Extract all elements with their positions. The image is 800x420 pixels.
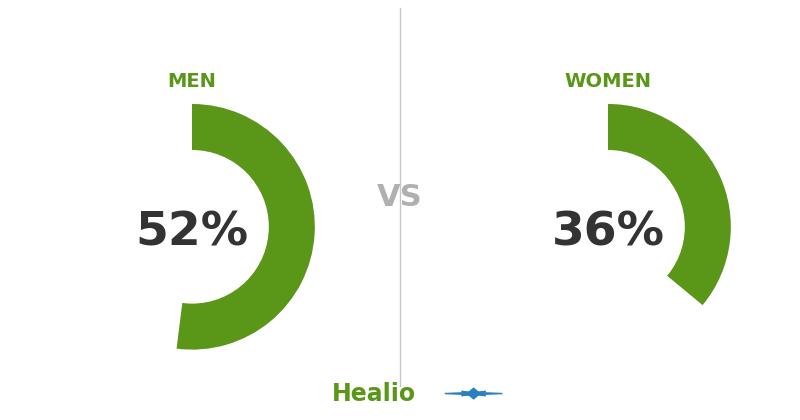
Circle shape xyxy=(116,151,268,303)
Polygon shape xyxy=(462,391,477,394)
Text: Proportion of patients with migraine who were managed by a specialist:: Proportion of patients with migraine who… xyxy=(20,25,787,44)
Polygon shape xyxy=(474,392,502,395)
Wedge shape xyxy=(608,104,730,305)
Text: VS: VS xyxy=(377,183,423,212)
Wedge shape xyxy=(177,104,314,349)
Polygon shape xyxy=(445,392,474,395)
Circle shape xyxy=(532,151,684,303)
Wedge shape xyxy=(177,104,314,349)
Polygon shape xyxy=(467,388,480,394)
Text: WOMEN: WOMEN xyxy=(565,72,651,92)
Text: Healio: Healio xyxy=(332,381,417,406)
Polygon shape xyxy=(467,394,480,399)
Text: MEN: MEN xyxy=(167,72,217,92)
Polygon shape xyxy=(470,391,486,394)
Polygon shape xyxy=(462,393,477,396)
Text: 52%: 52% xyxy=(135,210,249,255)
Polygon shape xyxy=(470,393,486,396)
Wedge shape xyxy=(608,104,730,305)
Text: 36%: 36% xyxy=(551,210,665,255)
